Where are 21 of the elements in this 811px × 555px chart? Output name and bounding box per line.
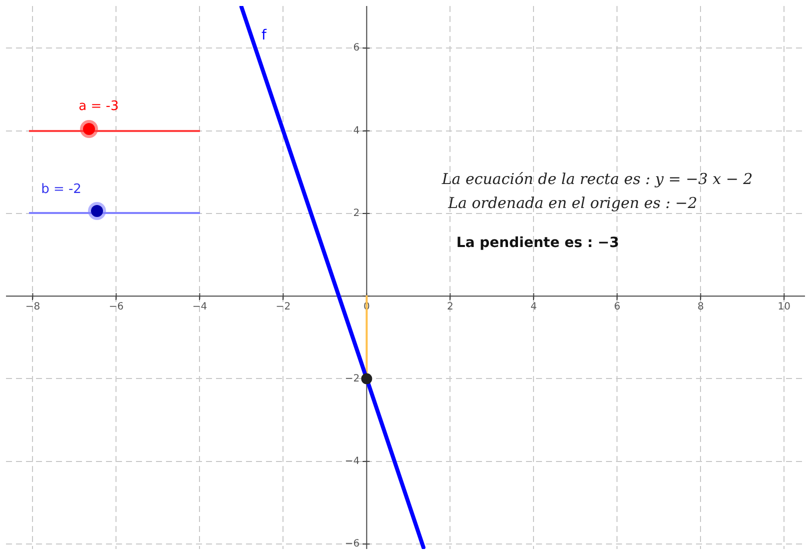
y-tick-label: 6 (353, 42, 360, 54)
annotation: a = -3 (78, 99, 119, 114)
y-tick-label: −6 (344, 538, 360, 550)
x-tick-label: 6 (614, 302, 620, 313)
x-tick-label: −4 (192, 302, 208, 313)
annotation: La ordenada en el origen es : −2 (448, 194, 698, 212)
x-tick-label: 8 (697, 302, 704, 313)
x-tick-label: −6 (108, 302, 124, 313)
x-tick-label: −2 (276, 302, 291, 313)
annotation: b = -2 (41, 182, 82, 197)
annotation: La ecuación de la recta es : y = −3 x − 2 (442, 170, 753, 188)
y-tick-label: −2 (344, 373, 360, 384)
x-tick-label: 4 (530, 302, 537, 313)
x-tick-label: 2 (446, 302, 454, 313)
x-tick-label: −8 (25, 302, 40, 313)
x-tick-label: 10 (778, 302, 790, 313)
series-label: f (261, 27, 268, 44)
y-tick-label: 4 (353, 125, 360, 136)
y-tick-label: 2 (353, 208, 360, 220)
annotation: La pendiente es : −3 (456, 234, 620, 251)
y-tick-label: −4 (344, 456, 360, 467)
